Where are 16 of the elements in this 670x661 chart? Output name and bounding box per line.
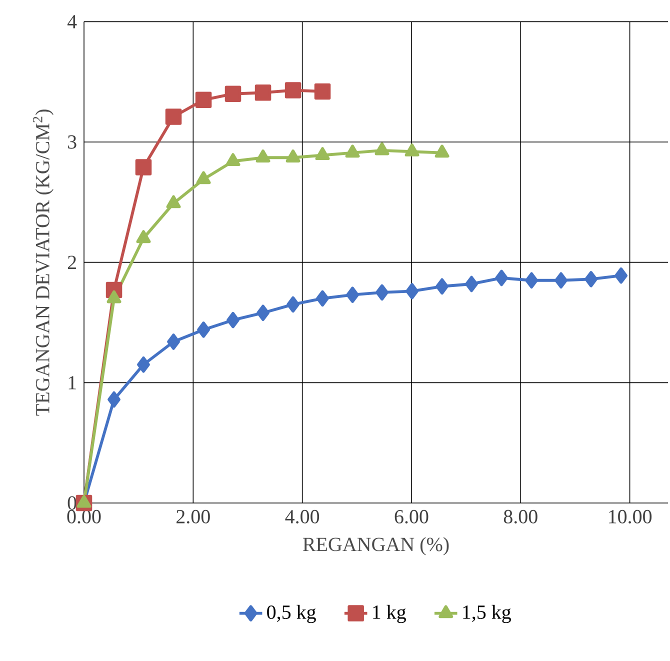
x-tick-label: 6.00: [394, 510, 428, 524]
x-tick-label: 2.00: [176, 510, 210, 524]
y-tick-label: 1: [68, 376, 76, 390]
legend-label: 1 kg: [373, 604, 406, 624]
x-tick-label: 8.00: [504, 510, 538, 524]
y-tick-label: 4: [67, 15, 77, 28]
x-axis-title: REGANGAN (%): [302, 537, 449, 556]
legend-label: 1,5 kg: [463, 604, 511, 624]
x-tick-label: 4.00: [285, 510, 320, 524]
y-tick-label: 2: [68, 256, 76, 269]
y-axis-title: TEGANGAN DEVIATOR (KG/CM$^{2}$): [32, 110, 54, 416]
y-tick-label: 3: [68, 135, 76, 149]
legend-label: 0,5 kg: [267, 604, 316, 624]
x-tick-label: 0.00: [67, 510, 101, 524]
x-tick-label: 10.00: [609, 510, 652, 524]
y-tick-label: 0: [68, 496, 76, 510]
